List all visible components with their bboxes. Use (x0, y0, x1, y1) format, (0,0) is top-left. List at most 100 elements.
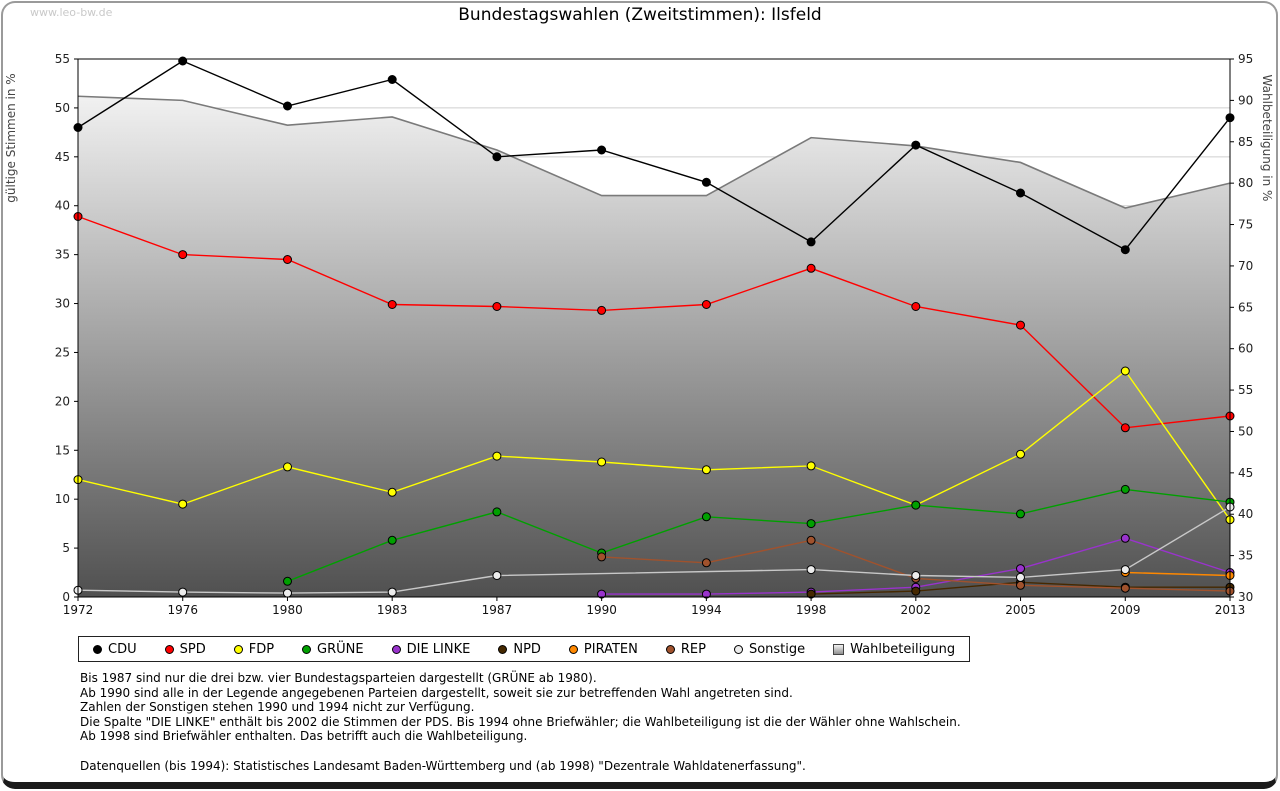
svg-text:1990: 1990 (586, 603, 617, 617)
data-point-spd (1120, 423, 1130, 433)
data-point-rep (1016, 580, 1025, 590)
svg-text:90: 90 (1238, 93, 1253, 107)
watermark: www.leo-bw.de (30, 6, 113, 19)
data-point-spd (387, 300, 397, 309)
legend-marker-wahlbeteiligung (833, 643, 845, 655)
data-point-rep (701, 558, 711, 568)
footnote-line: Ab 1998 sind Briefwähler enthalten. Das … (80, 729, 528, 744)
data-point-fdp (283, 462, 292, 472)
svg-text:35: 35 (1238, 549, 1253, 563)
data-point-sonstige (492, 571, 502, 580)
legend-item-wahlbeteiligung: Wahlbeteiligung (833, 642, 955, 657)
data-point-gruene (701, 512, 711, 522)
series-line-cdu (77, 60, 1231, 251)
data-point-rep (597, 552, 607, 562)
footnote-line: Datenquellen (bis 1994): Statistisches L… (80, 758, 806, 773)
footnote-line: Die Spalte "DIE LINKE" enthält bis 2002 … (80, 714, 961, 729)
right-axis-title: Wahlbeteiligung in % (1260, 75, 1274, 202)
svg-text:80: 80 (1238, 176, 1253, 190)
svg-text:2002: 2002 (901, 603, 932, 617)
data-point-spd (911, 302, 921, 311)
data-point-spd (806, 263, 816, 273)
data-point-gruene (283, 576, 292, 586)
svg-text:45: 45 (55, 150, 70, 164)
right-axis: 30 35 40 45 50 55 60 65 70 75 80 85 90 95 (1230, 52, 1253, 604)
legend-label-cdu: CDU (108, 641, 137, 657)
data-point-cdu (387, 75, 397, 84)
left-axis: 0 5 10 15 20 25 30 35 40 45 50 55 (55, 52, 78, 604)
svg-text:1983: 1983 (377, 603, 408, 617)
legend-label-wahlbeteiligung: Wahlbeteiligung (850, 641, 956, 657)
data-point-gruene (387, 535, 397, 545)
data-point-sonstige (283, 588, 292, 598)
svg-text:40: 40 (55, 199, 70, 213)
series-line-piraten (1125, 571, 1231, 577)
series-cdu (73, 56, 1235, 255)
data-point-sonstige (806, 565, 816, 575)
data-point-cdu (701, 177, 711, 187)
data-point-npd (911, 586, 921, 596)
page-title: Bundestagswahlen (Zweitstimmen): Ilsfeld (458, 5, 822, 25)
svg-text:55: 55 (1238, 383, 1253, 397)
data-point-fdp (1120, 366, 1130, 376)
data-point-sonstige (911, 571, 921, 580)
data-point-sonstige (387, 587, 397, 597)
legend-label-spd: SPD (179, 641, 206, 657)
legend-item-cdu: CDU (93, 642, 137, 657)
data-point-spd (1016, 320, 1025, 330)
legend-marker-die-linke (391, 644, 401, 654)
legend-marker-fdp (233, 644, 243, 654)
svg-text:1976: 1976 (167, 603, 198, 617)
legend-item-fdp: FDP (233, 641, 275, 657)
svg-text:1998: 1998 (796, 603, 827, 617)
legend-label-npd: NPD (513, 641, 541, 657)
svg-text:60: 60 (1238, 342, 1253, 356)
svg-text:30: 30 (1238, 590, 1253, 604)
svg-text:2009: 2009 (1110, 603, 1141, 617)
series-line-spd (77, 215, 1231, 429)
svg-text:1994: 1994 (691, 603, 722, 617)
turnout-edge-line (77, 95, 1231, 209)
data-point-cdu (1016, 188, 1025, 198)
svg-text:85: 85 (1238, 135, 1253, 149)
plot-border (77, 58, 1231, 598)
svg-text:40: 40 (1238, 507, 1253, 521)
data-point-gruene (492, 507, 502, 517)
series-sonstige (73, 502, 1235, 598)
series-spd (73, 212, 1235, 433)
data-point-sonstige (1016, 572, 1025, 582)
data-point-sonstige (178, 587, 188, 597)
legend-label-fdp: FDP (248, 641, 275, 657)
svg-text:70: 70 (1238, 259, 1253, 273)
legend-label-piraten: PIRATEN (583, 641, 638, 657)
legend-item-npd: NPD (498, 642, 541, 657)
data-point-sonstige (1120, 565, 1130, 575)
legend-marker-sonstige (733, 644, 743, 654)
legend-marker-piraten (568, 644, 578, 654)
data-point-fdp (387, 487, 397, 497)
data-point-gruene (1016, 509, 1025, 519)
series-line-sonstige (77, 506, 1231, 594)
legend-marker-rep (665, 644, 675, 654)
legend-item-rep: REP (665, 642, 706, 657)
data-point-rep (806, 535, 816, 545)
svg-text:45: 45 (1238, 466, 1253, 480)
footnote-line (80, 744, 961, 759)
svg-text:2013: 2013 (1215, 603, 1246, 617)
svg-text:25: 25 (55, 345, 70, 359)
footnote-line: Bis 1987 sind nur die drei bzw. vier Bun… (80, 671, 597, 685)
x-axis: 1972 1976 1980 1983 1987 1990 1994 1998 2002 2005… (63, 597, 1246, 617)
svg-text:15: 15 (55, 443, 70, 457)
svg-text:75: 75 (1238, 218, 1253, 232)
legend-marker-gruene (302, 644, 312, 654)
data-point-spd (492, 302, 502, 311)
footnote-line: Zahlen der Sonstigen stehen 1990 und 199… (80, 700, 475, 715)
data-point-rep (1120, 583, 1130, 593)
data-point-die-linke (1120, 533, 1130, 543)
svg-text:10: 10 (55, 492, 70, 506)
data-point-spd (597, 305, 607, 315)
svg-text:2005: 2005 (1005, 603, 1036, 617)
data-point-gruene (806, 519, 816, 529)
series-line-fdp (77, 369, 1231, 521)
legend-label-gruene: GRÜNE (317, 641, 364, 657)
